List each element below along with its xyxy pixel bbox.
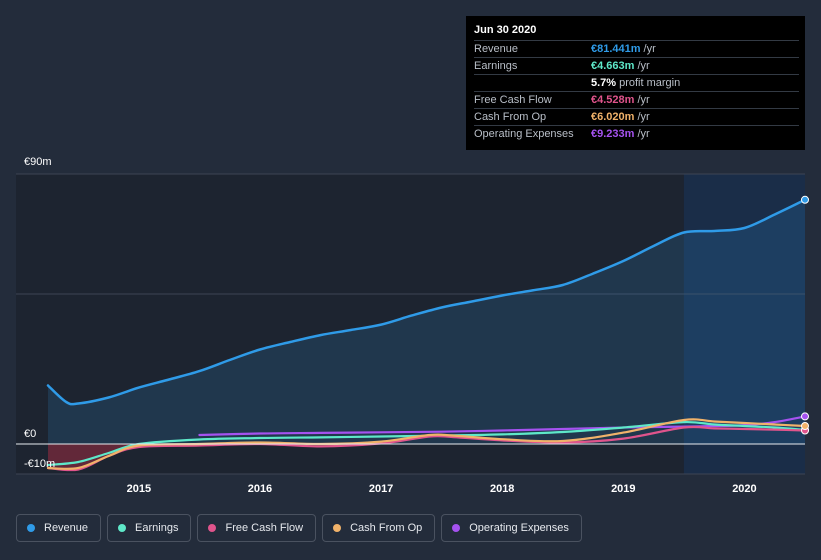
tooltip-value: €4.528m: [591, 94, 635, 106]
tooltip-value: €81.441m: [591, 43, 641, 55]
tooltip-value: 5.7%: [591, 77, 617, 89]
operating-expenses-endpoint-marker: [801, 412, 809, 421]
cash-from-op-endpoint-marker: [801, 422, 809, 430]
legend-dot-icon: [333, 524, 342, 532]
x-tick-label: 2020: [732, 483, 756, 495]
legend-label: Operating Expenses: [469, 522, 569, 534]
revenue-area: [48, 199, 805, 444]
tooltip-row: Earnings €4.663m/yr: [474, 57, 799, 74]
tooltip-label: Cash From Op: [474, 111, 547, 123]
y-tick-zero: €0: [24, 428, 36, 440]
tooltip-row: Cash From Op €6.020m/yr: [474, 108, 799, 125]
tooltip-unit: /yr: [637, 128, 650, 140]
tooltip-value: €6.020m: [591, 111, 635, 123]
x-tick-label: 2017: [369, 483, 393, 495]
tooltip-unit: /yr: [637, 111, 650, 123]
x-tick-label: 2018: [490, 483, 514, 495]
free-cash-flow-line: [46, 425, 807, 472]
tooltip-label: Operating Expenses: [474, 128, 574, 140]
x-tick-label: 2015: [127, 483, 151, 495]
legend-label: Free Cash Flow: [225, 522, 304, 534]
tooltip-row: Operating Expenses €9.233m/yr: [474, 125, 799, 142]
tooltip-value: €4.663m: [591, 60, 635, 72]
legend-dot-icon: [118, 524, 127, 532]
x-tick-label: 2019: [611, 483, 635, 495]
tooltip-date: Jun 30 2020: [474, 24, 537, 36]
revenue-endpoint-marker: [801, 195, 809, 204]
data-tooltip: Jun 30 2020 Revenue €81.441m/yr Earnings €4…: [466, 16, 805, 150]
tooltip-label: Free Cash Flow: [474, 94, 552, 106]
legend-dot-icon: [27, 524, 35, 532]
tooltip-unit: /yr: [643, 43, 656, 55]
tooltip-value: €9.233m: [591, 128, 635, 140]
legend-item-cash-from-op[interactable]: Cash From Op: [322, 514, 436, 542]
tooltip-label: Revenue: [474, 43, 519, 55]
legend-item-revenue[interactable]: Revenue: [16, 514, 102, 542]
negative-area: [48, 444, 260, 471]
y-tick-bottom: -€10m: [24, 458, 55, 470]
revenue-line: [46, 198, 807, 406]
x-tick-label: 2016: [248, 483, 272, 495]
legend-item-earnings[interactable]: Earnings: [107, 514, 192, 542]
legend: Revenue Earnings Free Cash Flow Cash From O…: [16, 514, 582, 542]
y-tick-top: €90m: [24, 156, 52, 168]
legend-dot-icon: [208, 524, 217, 532]
tooltip-row: Free Cash Flow €4.528m/yr: [474, 91, 799, 108]
tooltip-unit: profit margin: [619, 77, 681, 89]
legend-dot-icon: [452, 524, 461, 532]
tooltip-unit: /yr: [637, 60, 650, 72]
cash-from-op-line: [46, 418, 807, 470]
legend-label: Revenue: [44, 522, 89, 534]
legend-item-free-cash-flow[interactable]: Free Cash Flow: [197, 514, 317, 542]
tooltip-label: Earnings: [474, 60, 518, 72]
legend-label: Earnings: [135, 522, 179, 534]
tooltip-unit: /yr: [637, 94, 650, 106]
legend-item-operating-expenses[interactable]: Operating Expenses: [441, 514, 582, 542]
tooltip-row: Revenue €81.441m/yr: [474, 40, 799, 57]
legend-label: Cash From Op: [350, 522, 423, 534]
plot-background: [16, 174, 805, 474]
tooltip-row: 5.7% profit margin: [474, 74, 799, 91]
